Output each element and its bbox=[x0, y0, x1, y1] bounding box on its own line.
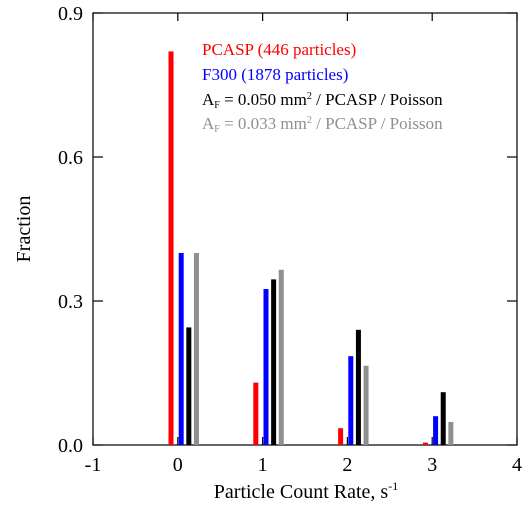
bar bbox=[168, 51, 174, 446]
x-tick-label: -1 bbox=[85, 454, 102, 476]
legend-superscript: 2 bbox=[307, 91, 312, 102]
bar bbox=[178, 253, 184, 445]
bar bbox=[253, 382, 259, 445]
bar bbox=[263, 289, 269, 445]
legend-entry: F300 (1878 particles) bbox=[202, 65, 348, 84]
bar bbox=[440, 392, 446, 445]
bars bbox=[168, 51, 454, 446]
bar bbox=[271, 279, 277, 445]
x-tick-label: 4 bbox=[512, 454, 522, 476]
legend-subscript: F bbox=[214, 124, 220, 135]
x-axis-label-superscript: -1 bbox=[388, 479, 398, 493]
bar bbox=[363, 365, 369, 445]
x-tick-label: 2 bbox=[342, 454, 352, 476]
legend-entry: PCASP (446 particles) bbox=[202, 40, 356, 59]
legend-entry: AF = 0.050 mm2 / PCASP / Poisson bbox=[202, 90, 443, 111]
bar bbox=[338, 428, 344, 445]
plot-frame bbox=[92, 12, 518, 446]
legend-mid: = 0.050 mm bbox=[220, 90, 307, 109]
y-tick-label: 0.0 bbox=[58, 435, 83, 457]
y-axis-label: Fraction bbox=[13, 196, 35, 263]
x-tick-label: 0 bbox=[173, 454, 183, 476]
bar bbox=[433, 416, 439, 445]
legend-subscript: F bbox=[214, 100, 220, 111]
legend-suffix: / PCASP / Poisson bbox=[312, 90, 443, 109]
bar bbox=[186, 327, 192, 445]
legend-prefix: A bbox=[202, 90, 215, 109]
y-tick-label: 0.9 bbox=[58, 3, 83, 25]
x-tick-label: 1 bbox=[258, 454, 268, 476]
y-tick-label: 0.3 bbox=[58, 291, 83, 313]
legend-prefix: A bbox=[202, 114, 215, 133]
axis-ticks: -1 0 1 2 3 4 0.0 0.3 0.6 0.9 bbox=[58, 3, 522, 476]
legend-superscript: 2 bbox=[307, 115, 312, 126]
bar bbox=[348, 356, 354, 445]
x-axis-label-main: Particle Count Rate, s bbox=[214, 481, 389, 503]
legend: PCASP (446 particles) F300 (1878 particle… bbox=[202, 40, 443, 135]
bar bbox=[422, 442, 428, 445]
x-axis-label: Particle Count Rate, s-1 bbox=[214, 479, 398, 503]
bar bbox=[278, 269, 284, 445]
legend-entry: AF = 0.033 mm2 / PCASP / Poisson bbox=[202, 114, 443, 135]
x-tick-label: 3 bbox=[427, 454, 437, 476]
bar bbox=[448, 421, 454, 445]
legend-suffix: / PCASP / Poisson bbox=[312, 114, 443, 133]
y-tick-label: 0.6 bbox=[58, 147, 83, 169]
legend-mid: = 0.033 mm bbox=[220, 114, 307, 133]
bar bbox=[193, 253, 199, 445]
bar bbox=[355, 329, 361, 445]
